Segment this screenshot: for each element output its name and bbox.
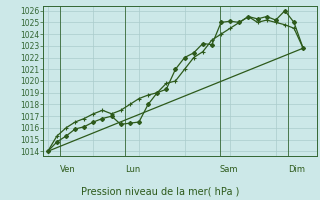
Text: Dim: Dim <box>288 165 305 174</box>
Text: Ven: Ven <box>60 165 76 174</box>
Text: Sam: Sam <box>220 165 238 174</box>
Text: Lun: Lun <box>125 165 140 174</box>
Text: Pression niveau de la mer( hPa ): Pression niveau de la mer( hPa ) <box>81 186 239 196</box>
